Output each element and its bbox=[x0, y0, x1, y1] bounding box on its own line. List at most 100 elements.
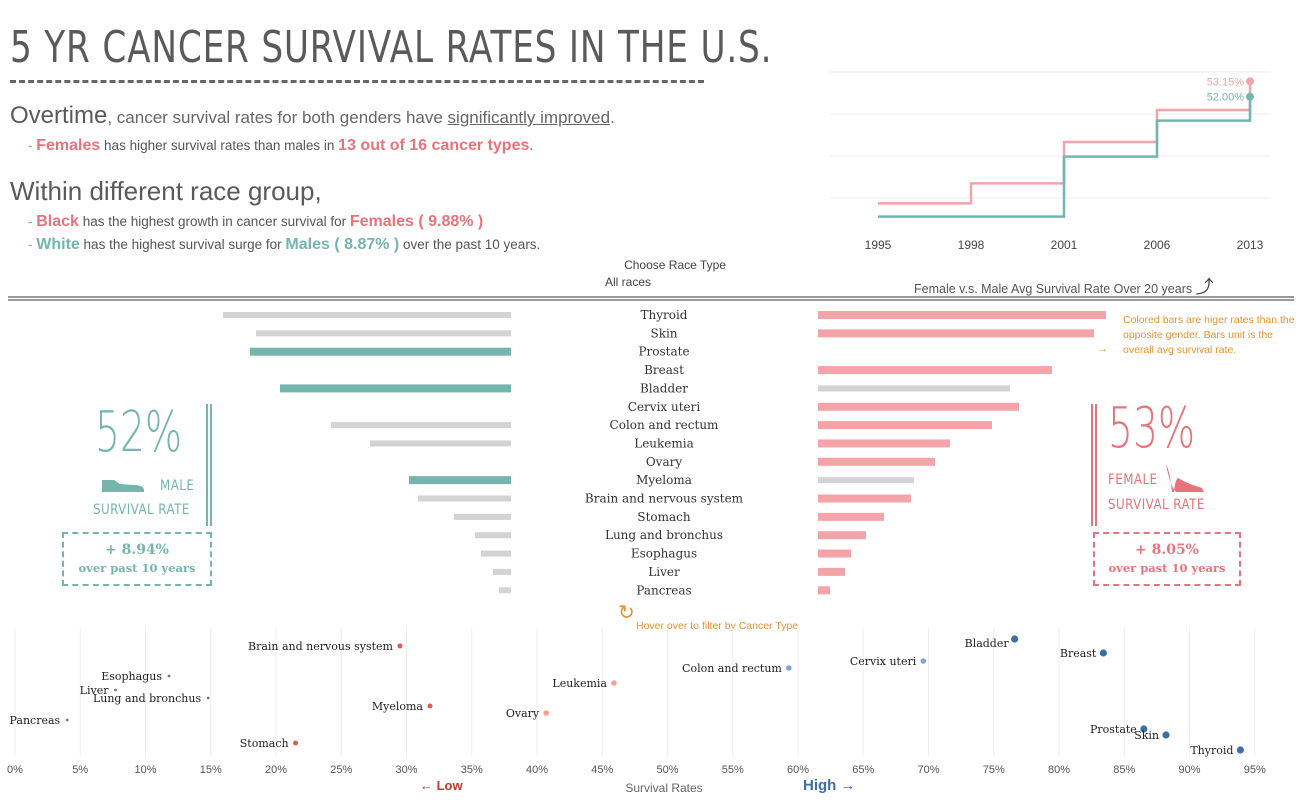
female-bar[interactable] bbox=[818, 457, 935, 466]
low-label: ← Low bbox=[420, 778, 463, 793]
female-bar[interactable] bbox=[818, 385, 1010, 392]
category-label[interactable]: Lung and bronchus bbox=[605, 528, 723, 542]
scatter-point[interactable] bbox=[206, 696, 210, 700]
female-bar[interactable] bbox=[818, 329, 1094, 338]
scatter-point[interactable] bbox=[543, 710, 549, 716]
category-label[interactable]: Bladder bbox=[640, 381, 688, 395]
female-bar[interactable] bbox=[818, 586, 830, 595]
female-bar[interactable] bbox=[818, 567, 845, 576]
scatter-x-title: Survival Rates bbox=[625, 781, 703, 795]
bullet-text: has higher survival rates than males in bbox=[100, 138, 339, 153]
male-bar[interactable] bbox=[370, 440, 511, 447]
bullet-emphasis: Males ( 8.87% ) bbox=[285, 236, 400, 253]
race-filter-select[interactable]: All races bbox=[604, 275, 651, 289]
male-growth-caption: over past 10 years bbox=[78, 561, 196, 575]
male-bar[interactable] bbox=[250, 347, 511, 356]
scatter-point[interactable] bbox=[1162, 731, 1170, 739]
category-label[interactable]: Stomach bbox=[637, 510, 691, 524]
female-bar[interactable] bbox=[818, 402, 1019, 411]
female-label: FEMALE bbox=[1108, 472, 1158, 488]
category-label[interactable]: Myeloma bbox=[636, 473, 692, 487]
scatter-point[interactable] bbox=[114, 688, 117, 692]
female-bar[interactable] bbox=[818, 531, 866, 540]
male-bar[interactable] bbox=[409, 476, 511, 485]
category-label[interactable]: Pancreas bbox=[636, 583, 691, 597]
overtime-text: , cancer survival rates for both genders… bbox=[107, 108, 448, 127]
male-bar[interactable] bbox=[223, 312, 511, 318]
series-line-male bbox=[878, 96, 1252, 218]
category-label[interactable]: Prostate bbox=[638, 345, 689, 359]
x-tick-label: 40% bbox=[526, 764, 548, 776]
female-bar[interactable] bbox=[818, 512, 884, 521]
female-rate-bar bbox=[1091, 404, 1097, 526]
male-bar[interactable] bbox=[331, 422, 511, 429]
x-tick-label: 45% bbox=[591, 764, 613, 776]
male-bar[interactable] bbox=[418, 495, 511, 502]
category-label[interactable]: Cervix uteri bbox=[628, 400, 701, 414]
scatter-point[interactable] bbox=[65, 718, 69, 722]
category-label[interactable]: Liver bbox=[648, 565, 680, 579]
scatter-label: Stomach bbox=[240, 737, 289, 750]
category-label[interactable]: Ovary bbox=[646, 455, 683, 469]
x-tick-label: 10% bbox=[134, 764, 156, 776]
section-divider bbox=[8, 296, 1294, 301]
line-caption-text: Female v.s. Male Avg Survival Rate Over … bbox=[914, 282, 1193, 296]
scatter-point[interactable] bbox=[167, 674, 171, 678]
scatter-point[interactable] bbox=[1011, 635, 1019, 643]
series-endpoint-female[interactable] bbox=[1246, 77, 1254, 86]
female-bar[interactable] bbox=[818, 311, 1106, 319]
female-growth-value: + 8.05% bbox=[1134, 542, 1199, 558]
female-rate-value: 53% bbox=[1108, 396, 1196, 461]
line-chart: 53.15% 52.00% 1995 1998 2001 2006 2013 bbox=[830, 71, 1270, 252]
race-heading: Within different race group, bbox=[10, 176, 322, 206]
x-tick-label: 5% bbox=[72, 764, 88, 776]
category-label[interactable]: Breast bbox=[644, 363, 684, 377]
bullet-subject-black: Black bbox=[36, 213, 79, 230]
scatter-point[interactable] bbox=[611, 680, 617, 686]
male-bar[interactable] bbox=[499, 587, 511, 594]
scatter-point[interactable] bbox=[1236, 746, 1244, 754]
category-label[interactable]: Leukemia bbox=[634, 436, 694, 450]
female-bar[interactable] bbox=[818, 494, 911, 503]
note-arrow-icon: → bbox=[1097, 343, 1108, 355]
female-bar[interactable] bbox=[818, 477, 914, 484]
x-tick-label: 80% bbox=[1048, 764, 1070, 776]
scatter-label: Thyroid bbox=[1190, 744, 1233, 757]
mens-shoe-icon bbox=[102, 480, 144, 492]
category-label[interactable]: Esophagus bbox=[631, 547, 697, 561]
scatter-point[interactable] bbox=[1099, 649, 1107, 657]
x-tick-label: 65% bbox=[852, 764, 874, 776]
female-sublabel: SURVIVAL RATE bbox=[1108, 497, 1205, 513]
male-bar[interactable] bbox=[493, 568, 511, 575]
scatter-point[interactable] bbox=[786, 665, 792, 671]
series-endpoint-male[interactable] bbox=[1246, 92, 1254, 101]
scatter-point[interactable] bbox=[427, 703, 433, 709]
male-bar[interactable] bbox=[454, 513, 511, 520]
female-bar[interactable] bbox=[818, 421, 992, 430]
x-tick-label: 20% bbox=[265, 764, 287, 776]
scatter-point[interactable] bbox=[293, 740, 299, 746]
high-heel-icon bbox=[1166, 464, 1204, 492]
category-label[interactable]: Colon and rectum bbox=[610, 418, 720, 432]
high-label: High → bbox=[803, 777, 856, 794]
bullet-emphasis: 13 out of 16 cancer types bbox=[338, 137, 530, 154]
bullet-subject-white: White bbox=[36, 236, 80, 253]
bullet-end: over the past 10 years. bbox=[399, 237, 541, 252]
female-bar[interactable] bbox=[818, 549, 851, 558]
scatter-point[interactable] bbox=[920, 658, 927, 664]
legend-note: Colored bars are higer rates than the op… bbox=[1123, 314, 1295, 356]
male-bar[interactable] bbox=[481, 550, 511, 557]
category-label[interactable]: Thyroid bbox=[641, 308, 688, 322]
x-tick-label: 50% bbox=[656, 764, 678, 776]
scatter-point[interactable] bbox=[1140, 725, 1148, 733]
female-bar[interactable] bbox=[818, 439, 950, 448]
male-bar[interactable] bbox=[475, 532, 511, 539]
female-bar[interactable] bbox=[818, 366, 1052, 375]
curved-arrow-up-icon: ⤴ bbox=[1195, 277, 1214, 297]
category-label[interactable]: Brain and nervous system bbox=[585, 492, 744, 506]
category-label[interactable]: Skin bbox=[650, 326, 677, 340]
male-bar[interactable] bbox=[256, 330, 511, 337]
bullet-end: . bbox=[529, 138, 534, 153]
male-bar[interactable] bbox=[280, 384, 511, 393]
scatter-point[interactable] bbox=[397, 643, 403, 649]
